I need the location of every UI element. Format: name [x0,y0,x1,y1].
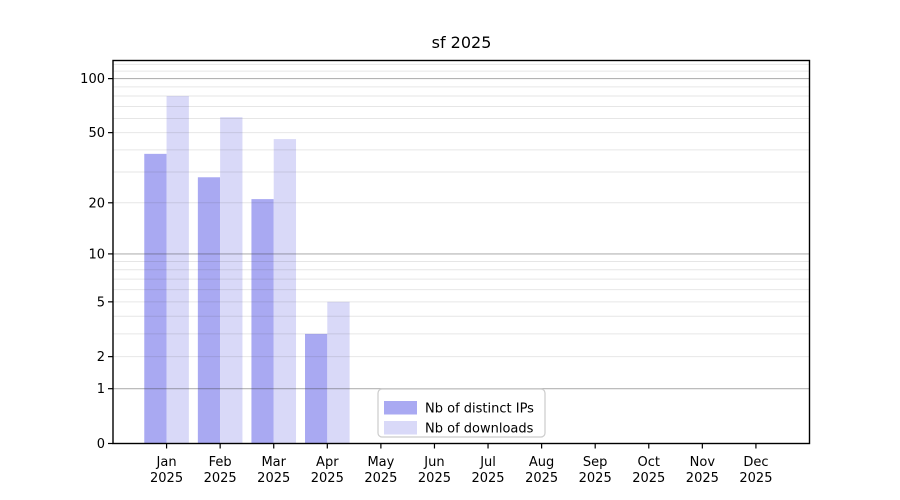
bar-nb-of-downloads-mar [273,139,297,444]
x-tick-label-year: 2025 [364,471,397,486]
y-tick-label: 20 [88,196,105,211]
bar-nb-of-distinct-ips-apr [305,333,328,444]
x-tick-label-year: 2025 [418,471,451,486]
y-tick-label: 1 [97,382,105,397]
chart-title: sf 2025 [431,33,492,52]
y-tick-label: 100 [80,72,105,87]
bar-nb-of-downloads-jan [166,96,189,444]
legend-label-nb-of-distinct-ips: Nb of distinct IPs [425,402,534,417]
legend-box [377,388,546,438]
x-tick-label-year: 2025 [686,471,719,486]
x-tick-label-year: 2025 [150,471,183,486]
x-tick-label-year: 2025 [204,471,237,486]
x-tick-label-month: Dec [743,455,768,470]
bar-nb-of-downloads-feb [220,117,243,444]
x-tick-label-month: Apr [316,455,339,470]
x-tick-label-month: Jul [479,455,496,470]
x-tick-label-month: Sep [583,455,608,470]
bar-nb-of-distinct-ips-mar [251,199,274,444]
x-tick-label-month: Aug [529,455,554,470]
bar-nb-of-downloads-apr [327,301,350,444]
y-tick-label: 10 [88,247,105,262]
y-tick-label: 0 [97,437,105,452]
x-tick-label-year: 2025 [739,471,772,486]
x-tick-label-year: 2025 [525,471,558,486]
bar-nb-of-distinct-ips-feb [197,177,221,444]
y-tick-label: 50 [88,126,105,141]
x-tick-label-month: Jun [423,455,444,470]
x-tick-label-month: Nov [690,455,716,470]
plot-border [112,59,811,445]
x-tick-label-month: Jan [156,455,177,470]
x-tick-label-year: 2025 [311,471,344,486]
x-tick-label-month: Oct [638,455,660,470]
y-tick-label: 2 [97,350,105,365]
legend-swatch-nb-of-downloads [384,421,417,435]
x-tick-label-month: May [367,455,394,470]
legend-label-nb-of-downloads: Nb of downloads [425,422,534,437]
x-tick-label-year: 2025 [471,471,504,486]
legend-swatch-nb-of-distinct-ips [384,401,417,415]
x-tick-label-month: Mar [261,455,286,470]
x-tick-label-year: 2025 [632,471,665,486]
x-tick-label-year: 2025 [257,471,290,486]
x-tick-label-year: 2025 [579,471,612,486]
bar-nb-of-distinct-ips-jan [144,153,167,444]
y-tick-label: 5 [97,295,105,310]
x-tick-label-month: Feb [209,455,232,470]
